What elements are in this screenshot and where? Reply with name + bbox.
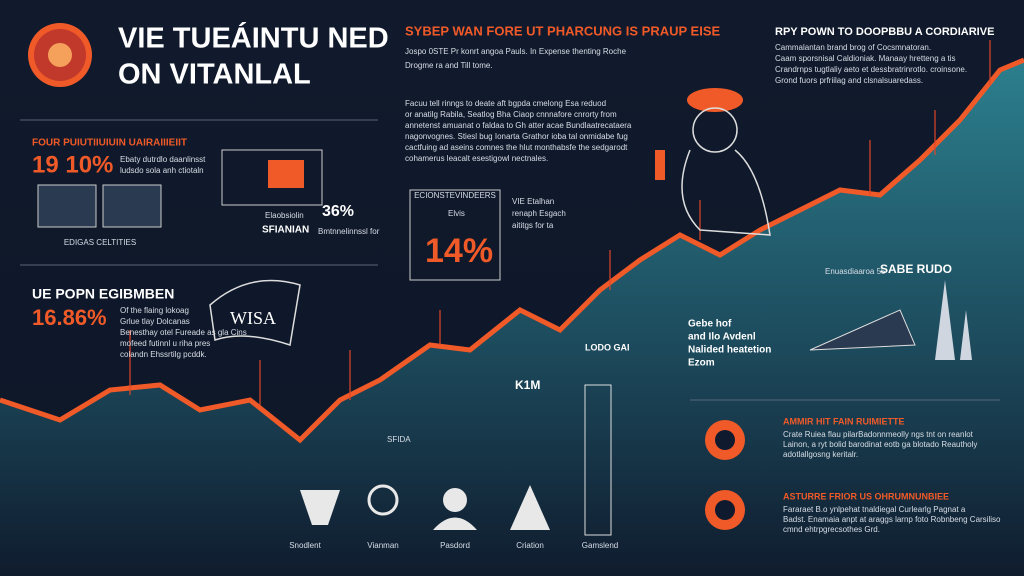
text: mofeed futinnl u riha pres	[120, 339, 210, 348]
device	[102, 184, 162, 228]
label: SFIDA	[387, 435, 411, 444]
badge: WISA	[230, 308, 276, 328]
machine	[221, 149, 323, 206]
icons	[300, 484, 550, 530]
text: colandn Ehssrtilg pcddk.	[120, 350, 207, 359]
text: renaph Esgach	[512, 209, 566, 218]
text: Vianman	[367, 541, 398, 550]
label: LODO GAI	[585, 342, 630, 352]
text: Jospo 0STE Pr konrt angoa Pauls. In Expe…	[405, 47, 627, 56]
caption: ECIONSTEVINDEERS	[414, 191, 496, 200]
text: AMMIR HIT FAIN RUIMIETTE	[783, 416, 905, 426]
text: Ebaty dutrdlo daanlinsst	[120, 155, 206, 164]
text: aititgs for ta	[512, 221, 554, 230]
text: adotlallgosng keritalr.	[783, 450, 858, 459]
text: cmnd ehtrpgrecsothes Grd.	[783, 525, 880, 534]
text: Crandrnps tugtlaliy aeto et dessbratrinr…	[775, 65, 967, 74]
text: Lainon, a ryt bolid barodinat eotb ga bl…	[783, 440, 977, 449]
text: ludsdo sola anh ctiotaln	[120, 166, 204, 175]
text: Of the flaing lokoag	[120, 306, 189, 315]
text: or anatilg Rabila, Seatlog Bha Ciaop cnn…	[405, 110, 617, 119]
text: Crate Ruiea flau pilarBadonnmeolly ngs t…	[783, 430, 974, 439]
text: Gamslend	[582, 541, 618, 550]
heading: UE POPN EGIBMBEN	[32, 286, 174, 302]
text: Fararaet B.o ynlpehat tnaldiegal Curlear…	[783, 505, 966, 514]
text: VIE Etalhan	[512, 197, 554, 206]
stat: 19 10%	[32, 151, 113, 178]
text: Facuu tell rinngs to deate aft bgpda cme…	[405, 99, 606, 108]
text: Grlue tlay Dolcanas	[120, 317, 190, 326]
mountain-ridge	[0, 57, 1024, 444]
text: Bmtnnelinnssl for	[318, 227, 380, 236]
text: Caam sporsnisal Caldioniak. Manaay hrett…	[775, 54, 956, 63]
tower	[584, 384, 612, 536]
gauge	[705, 490, 745, 530]
text: cohamerus leacalt esestigowl nectnales.	[405, 154, 548, 163]
text: Cammalantan brand brog of Cocsmnatoran.	[775, 43, 931, 52]
logo	[28, 23, 92, 87]
heading: RPY POWN TO DOOPBBU A CORDIARIVE	[775, 26, 994, 38]
text: and Ilo Avdenl	[688, 332, 756, 343]
text: Elvis	[448, 209, 465, 218]
towers	[935, 280, 972, 360]
stat-box	[409, 189, 501, 281]
text: Badst. Enamaia anpt at araggs larnp foto…	[783, 515, 1001, 524]
stat: 14%	[425, 232, 493, 270]
text: Grond fuors prfriilag and clsnalsuaredas…	[775, 76, 923, 85]
text: Ezom	[688, 358, 715, 369]
text: Enuasdiaaroa 55	[825, 267, 886, 276]
machine-panel	[268, 160, 304, 188]
text: cactfuing ad aseins comnes the hlut mont…	[405, 143, 628, 152]
text: Gebe hof	[688, 319, 732, 330]
heading: SYBEP WAN FORE UT PHARCUNG IS PRAUP EISE	[405, 23, 721, 38]
stat: 16.86%	[32, 305, 107, 330]
device	[37, 184, 97, 228]
text: Drogme ra and Till tome.	[405, 61, 493, 70]
spikes	[129, 40, 991, 405]
text: Benesthay otel Fureade as gla Cins	[120, 328, 247, 337]
gauge	[705, 420, 745, 460]
ship	[809, 309, 916, 351]
label: SABE RUDO	[880, 262, 952, 276]
text: SFIANIAN	[262, 225, 309, 236]
badge-shape	[209, 279, 301, 346]
text: nagonvognes. Stiesl bug Ionarta Grathor …	[405, 132, 628, 141]
stat: 36%	[322, 203, 354, 220]
text: Snodlent	[289, 541, 321, 550]
text: Nalided heatetion	[688, 345, 771, 356]
label: K1M	[515, 378, 540, 392]
text: ASTURRE FRIOR US OHRUMNUNBIEE	[783, 491, 949, 501]
text: Elaobsiolin	[265, 211, 304, 220]
title: VIE TUEÁINTU NED	[118, 21, 389, 55]
text: annetenst amuanat o faldaa to Gh atter a…	[405, 121, 632, 130]
title: ON VITANLAL	[118, 59, 311, 91]
text: Pasdord	[440, 541, 470, 550]
heading: FOUR PUIUTIIUIUIN UAIRAIIIEIIT	[32, 138, 187, 149]
text: Criation	[516, 541, 544, 550]
character	[655, 88, 771, 236]
caption: EDIGAS CELTITIES	[64, 238, 136, 247]
